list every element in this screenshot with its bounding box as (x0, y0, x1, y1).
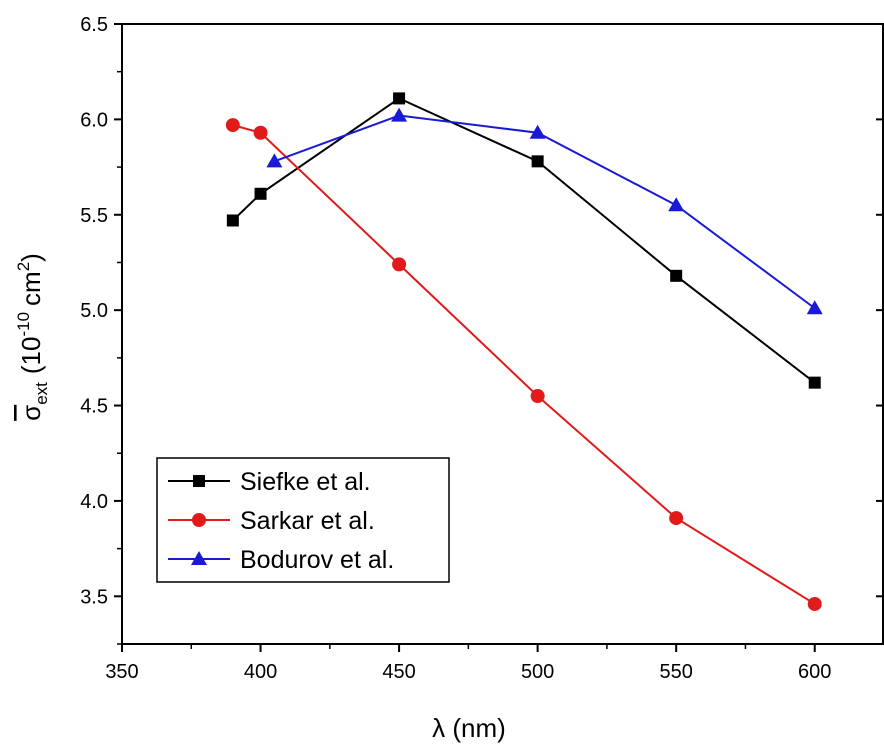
data-point (669, 511, 684, 526)
y-tick-label: 4.5 (80, 396, 108, 418)
y-title-unit: cm (16, 271, 46, 306)
y-tick-label: 3.5 (80, 586, 108, 608)
y-tick-label: 6.0 (80, 109, 108, 131)
legend-marker (193, 475, 205, 487)
legend-entry: Bodurov et al. (168, 546, 394, 574)
x-axis-title: λ (nm) (432, 713, 506, 743)
legend-entry: Siefke et al. (168, 468, 371, 496)
series-triangle (266, 107, 823, 315)
y-title-close: ) (16, 253, 46, 262)
data-point (266, 153, 283, 168)
y-title-subscript: ext (32, 382, 51, 405)
data-point (531, 155, 544, 168)
series-circle (225, 118, 822, 611)
legend-label: Siefke et al. (240, 468, 371, 496)
series-square (226, 92, 821, 389)
series-line (274, 114, 816, 310)
data-point (254, 187, 267, 200)
y-title-exponent: -10 (14, 312, 33, 337)
data-point (808, 376, 821, 389)
x-tick-label: 600 (798, 661, 831, 683)
data-point (226, 214, 239, 227)
x-tick-label: 550 (659, 661, 692, 683)
y-axis-title: σext (10-10 cm2) (14, 253, 51, 421)
legend-label: Bodurov et al. (240, 546, 394, 574)
data-point (225, 118, 240, 133)
y-tick-label: 5.5 (80, 205, 108, 227)
data-point (806, 300, 823, 315)
data-point (393, 92, 406, 105)
legend: Siefke et al. Sarkar et al. Bodurov et al. (156, 457, 450, 583)
data-point (668, 197, 685, 212)
legend-marker (192, 513, 206, 527)
y-title-unit-power: 2 (14, 262, 33, 271)
x-tick-label: 400 (244, 661, 277, 683)
data-point (807, 596, 822, 611)
data-point (530, 389, 545, 403)
legend-entry: Sarkar et al. (168, 507, 375, 535)
y-tick-label: 5.0 (80, 300, 108, 322)
y-tick-label: 6.5 (80, 14, 108, 36)
data-point (253, 125, 268, 140)
legend-marker (191, 551, 207, 565)
data-point (670, 269, 683, 282)
data-point (529, 124, 546, 139)
y-title-symbol: σ (16, 405, 46, 421)
series-line (232, 97, 816, 384)
y-tick-label: 4.0 (80, 491, 108, 513)
x-tick-label: 500 (521, 661, 554, 683)
data-point (392, 257, 407, 272)
axes: 350 400 450 500 550 600 3.5 4.0 4.5 5.0 5.5 6.0 6.5 (80, 14, 884, 683)
data-point (391, 107, 408, 122)
y-title-open: (10 (16, 337, 46, 375)
legend-label: Sarkar et al. (240, 507, 375, 535)
x-tick-label: 450 (382, 661, 415, 683)
series-layer (225, 92, 823, 611)
x-tick-label: 350 (105, 661, 138, 683)
